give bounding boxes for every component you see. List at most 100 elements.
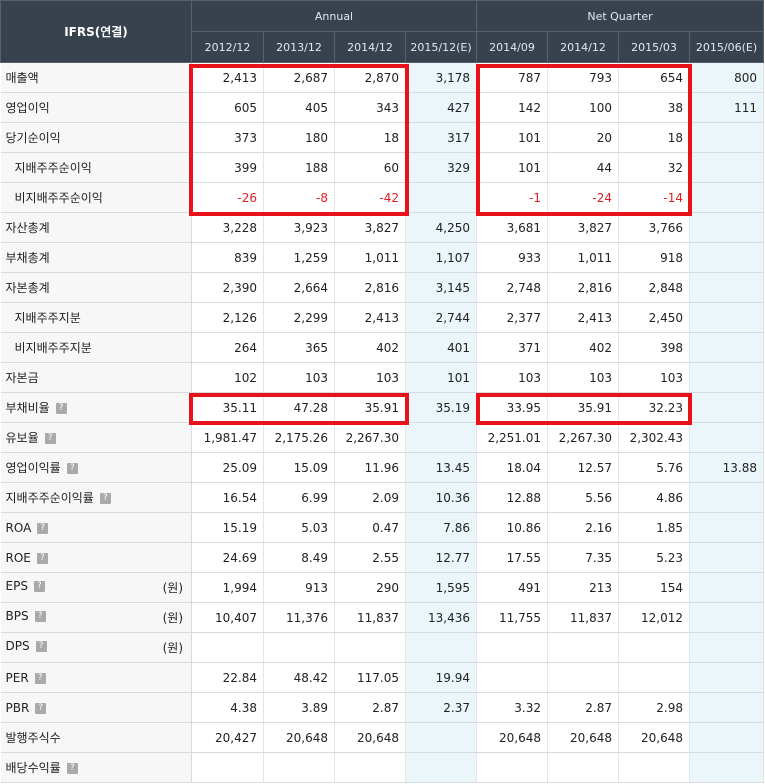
row-label: 영업이익	[0, 92, 192, 123]
table-cell	[263, 632, 335, 663]
period-header: 2014/12	[547, 31, 619, 63]
table-cell: 4,250	[405, 212, 477, 243]
row-label-text: 매출액	[5, 71, 39, 85]
table-cell	[618, 752, 690, 783]
table-cell: 1.85	[618, 512, 690, 543]
table-cell: 365	[263, 332, 335, 363]
table-cell: 15.19	[191, 512, 264, 543]
period-header: 2015/06(E)	[689, 31, 764, 63]
row-label: 지배주주순이익	[0, 152, 192, 183]
table-cell: 4.86	[618, 482, 690, 513]
table-row: 지배주주순이익률? 16.54 6.99 2.09 10.36 12.88 5.56 4.86	[0, 482, 764, 513]
table-cell: 793	[547, 62, 619, 93]
table-cell	[689, 752, 764, 783]
table-cell: 2,816	[334, 272, 406, 303]
row-label-text: PER	[5, 670, 29, 685]
row-label: ROE?	[0, 542, 192, 573]
table-cell: 2.98	[618, 692, 690, 723]
unit-label: (원)	[162, 611, 183, 625]
row-label-text: 영업이익률	[5, 461, 61, 475]
table-cell: 401	[405, 332, 477, 363]
row-label: PER?	[0, 662, 192, 693]
row-label: PBR?	[0, 692, 192, 723]
table-cell	[689, 332, 764, 363]
row-label: 배당수익률?	[0, 752, 192, 783]
table-cell: 6.99	[263, 482, 335, 513]
row-label-text: 유보율	[5, 431, 39, 445]
row-label-text: 부채비율	[5, 401, 50, 415]
table-cell: 343	[334, 92, 406, 123]
row-label-text: ROA	[5, 520, 32, 535]
table-row: BPS? (원) 10,407 11,376 11,837 13,436 11,755 11,…	[0, 602, 764, 633]
table-cell: 2,299	[263, 302, 335, 333]
table-cell: 3.89	[263, 692, 335, 723]
table-cell: 317	[405, 122, 477, 153]
table-cell: 2,744	[405, 302, 477, 333]
table-cell	[263, 752, 335, 783]
table-cell	[689, 212, 764, 243]
table-row: 매출액 2,413 2,687 2,870 3,178 787 793 654 800	[0, 62, 764, 93]
period-header: 2014/12	[334, 31, 406, 63]
table-cell: 102	[191, 362, 264, 393]
table-cell: 402	[547, 332, 619, 363]
table-row: PER? 22.84 48.42 117.05 19.94	[0, 662, 764, 693]
table-cell: 2.87	[547, 692, 619, 723]
table-cell: -24	[547, 182, 619, 213]
table-cell	[689, 632, 764, 663]
help-icon[interactable]: ?	[99, 493, 111, 504]
table-row: 유보율? 1,981.47 2,175.26 2,267.30 2,251.01 2,26…	[0, 422, 764, 453]
table-cell: 111	[689, 92, 764, 123]
help-icon[interactable]: ?	[66, 763, 78, 774]
table-row: 자본총계 2,390 2,664 2,816 3,145 2,748 2,816 2,848	[0, 272, 764, 303]
help-icon[interactable]: ?	[55, 403, 67, 414]
table-cell: 402	[334, 332, 406, 363]
table-cell: 2,816	[547, 272, 619, 303]
table-cell: 13.45	[405, 452, 477, 483]
row-label-text: 지배주주지분	[14, 311, 81, 325]
table-cell: 11.96	[334, 452, 406, 483]
help-icon[interactable]: ?	[44, 433, 56, 444]
table-cell: 48.42	[263, 662, 335, 693]
table-cell: 399	[191, 152, 264, 183]
table-cell: 32.23	[618, 392, 690, 423]
table-row: 지배주주순이익 399 188 60 329 101 44 32	[0, 152, 764, 183]
unit-label: (원)	[162, 581, 183, 595]
row-label-text: 배당수익률	[5, 761, 61, 775]
table-cell: 10.36	[405, 482, 477, 513]
table-cell	[405, 632, 477, 663]
table-cell	[547, 662, 619, 693]
help-icon[interactable]: ?	[37, 522, 49, 534]
table-cell: 2,413	[547, 302, 619, 333]
row-label-text: 지배주주순이익률	[5, 491, 94, 505]
table-row: EPS? (원) 1,994 913 290 1,595 491 213 154	[0, 572, 764, 603]
table-cell	[689, 152, 764, 183]
table-cell: 605	[191, 92, 264, 123]
table-cell: 2,413	[191, 62, 264, 93]
table-cell: 371	[476, 332, 548, 363]
help-icon[interactable]: ?	[66, 463, 78, 474]
help-icon[interactable]: ?	[36, 552, 48, 564]
row-label-text: EPS	[5, 579, 28, 593]
table-cell	[689, 662, 764, 693]
help-icon[interactable]: ?	[35, 641, 47, 652]
table-cell: 188	[263, 152, 335, 183]
table-cell: 20	[547, 122, 619, 153]
table-cell	[689, 422, 764, 453]
help-icon[interactable]: ?	[34, 611, 46, 622]
help-icon[interactable]: ?	[35, 702, 47, 714]
row-label-text: 자본금	[5, 371, 39, 385]
table-cell: 19.94	[405, 662, 477, 693]
help-icon[interactable]: ?	[33, 581, 45, 592]
table-cell: 398	[618, 332, 690, 363]
table-cell: 800	[689, 62, 764, 93]
table-cell	[405, 722, 477, 753]
help-icon[interactable]: ?	[34, 672, 46, 684]
table-cell	[334, 752, 406, 783]
row-label: 자산총계	[0, 212, 192, 243]
table-cell: 13.88	[689, 452, 764, 483]
table-cell: 1,011	[547, 242, 619, 273]
table-cell: 2.87	[334, 692, 406, 723]
table-cell: 101	[476, 122, 548, 153]
table-cell	[476, 752, 548, 783]
table-cell	[689, 122, 764, 153]
